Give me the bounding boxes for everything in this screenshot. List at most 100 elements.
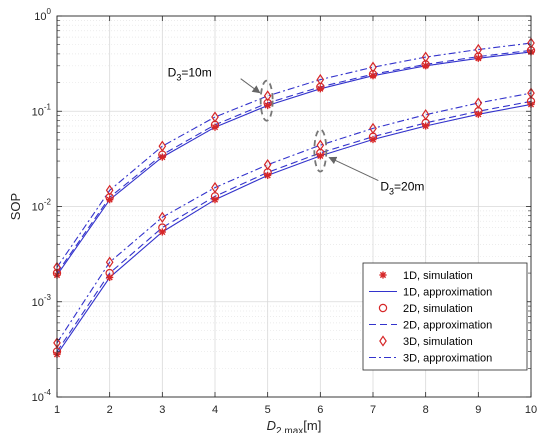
legend-item: 1D, approximation xyxy=(369,287,492,299)
asterisk-stroke xyxy=(211,124,219,131)
annotation-sub: 3 xyxy=(176,73,181,83)
marker-diamond xyxy=(105,184,114,196)
y-tick-base: 10 xyxy=(34,11,46,23)
annotation-main: D xyxy=(380,180,389,194)
y-tick-label: 10-2 xyxy=(32,198,52,214)
x-tick-label: 10 xyxy=(525,404,537,416)
legend-item: 3D, simulation xyxy=(379,335,473,348)
marker-circle xyxy=(474,52,483,61)
annotation-ellipse-d3-20m xyxy=(313,128,328,173)
marker-circle xyxy=(105,268,114,278)
grid xyxy=(56,15,532,398)
diamond-marker xyxy=(474,97,483,109)
asterisk-stroke xyxy=(106,196,113,203)
approximation-line-2d xyxy=(56,100,532,352)
marker-diamond xyxy=(316,139,325,151)
y-tick-label: 10-3 xyxy=(32,293,52,309)
legend-label: 2D, approximation xyxy=(403,320,492,332)
legend-label: 2D, simulation xyxy=(403,303,473,315)
legend-box xyxy=(362,262,528,371)
diamond-marker xyxy=(263,90,272,102)
legend-label: 3D, simulation xyxy=(403,336,473,348)
asterisk-stroke xyxy=(106,274,113,281)
annotation-ellipse-d3-10m xyxy=(259,79,274,122)
annotation-arrow-d3-10m xyxy=(240,78,261,94)
diamond-marker xyxy=(369,61,377,73)
x-tick-label: 6 xyxy=(317,404,323,416)
x-tick-label: 2 xyxy=(107,404,113,416)
diamond-marker xyxy=(158,140,167,152)
diamond-marker xyxy=(379,335,387,347)
marker-diamond xyxy=(474,97,483,109)
diamond-marker xyxy=(369,122,377,135)
legend-item: 2D, approximation xyxy=(369,320,492,332)
y-tick-base: 10 xyxy=(32,202,44,214)
y-tick-base: 10 xyxy=(32,297,44,309)
annotation-arrow-d3-20m xyxy=(328,156,379,181)
x-tick-label: 3 xyxy=(159,404,165,416)
x-tick-label: 8 xyxy=(423,404,429,416)
y-tick-exponent: -1 xyxy=(44,102,52,111)
y-tick-exponent: -2 xyxy=(44,198,52,207)
legend: 1D, simulation 1D, approximation 2D, simul… xyxy=(362,262,528,371)
x-tick-label: 7 xyxy=(370,404,376,416)
y-tick-exponent: 0 xyxy=(47,7,52,16)
x-label-sub: 2,max xyxy=(276,426,303,433)
marker-circle xyxy=(158,223,167,232)
x-axis-label: D2,max[m] xyxy=(267,418,322,433)
approximation-line-1d xyxy=(56,51,532,276)
x-label-unit: [m] xyxy=(303,418,321,433)
legend-item: 1D, simulation xyxy=(379,270,473,282)
y-tick-base: 10 xyxy=(32,392,44,404)
annotation-label-d3-20m: D3=20m xyxy=(380,180,424,197)
marker-diamond xyxy=(263,158,272,171)
marker-diamond xyxy=(105,256,114,268)
x-tick-label: 9 xyxy=(475,404,481,416)
y-tick-base: 10 xyxy=(32,106,44,118)
legend-item: 3D, approximation xyxy=(369,353,492,365)
marker-circle xyxy=(105,193,114,202)
x-tick-label: 4 xyxy=(212,404,218,416)
marker-diamond xyxy=(474,43,483,56)
marker-asterisk xyxy=(106,273,114,282)
asterisk-stroke xyxy=(369,136,377,143)
marker-diamond xyxy=(421,109,430,121)
diamond-marker xyxy=(316,73,325,86)
marker-diamond xyxy=(316,73,325,86)
x-label-main: D xyxy=(267,418,276,433)
legend-label: 1D, simulation xyxy=(403,270,473,282)
circle-marker xyxy=(105,193,114,202)
y-axis-label: SOP xyxy=(8,193,23,220)
annotation-rest: =10m xyxy=(181,66,211,80)
marker-circle xyxy=(378,303,388,313)
marker-asterisk xyxy=(158,228,166,236)
diamond-marker xyxy=(211,111,219,123)
marker-diamond xyxy=(369,122,377,135)
legend-label: 3D, approximation xyxy=(403,353,492,365)
asterisk-stroke xyxy=(159,154,166,161)
diamond-marker xyxy=(316,139,325,151)
x-tick-label: 5 xyxy=(265,404,271,416)
diamond-marker xyxy=(211,181,219,194)
approximation-line-3d xyxy=(56,92,532,344)
marker-diamond xyxy=(379,335,387,347)
approximation-line-1d xyxy=(56,103,532,355)
circle-marker xyxy=(378,303,388,313)
marker-asterisk xyxy=(379,271,387,279)
marker-diamond xyxy=(263,90,272,102)
marker-diamond xyxy=(158,211,167,223)
diamond-marker xyxy=(474,43,483,56)
annotation-sub: 3 xyxy=(389,187,394,197)
y-tick-label: 10-1 xyxy=(32,102,52,118)
annotation-label-d3-10m: D3=10m xyxy=(168,66,212,83)
marker-diamond xyxy=(211,111,219,123)
series-group-1 xyxy=(52,37,536,279)
circle-marker xyxy=(158,223,167,232)
marker-diamond xyxy=(158,140,167,152)
circle-marker xyxy=(474,52,483,61)
asterisk-stroke xyxy=(317,152,324,159)
diamond-marker xyxy=(263,158,272,171)
annotation-main: D xyxy=(168,66,177,80)
asterisk-stroke xyxy=(159,228,166,236)
